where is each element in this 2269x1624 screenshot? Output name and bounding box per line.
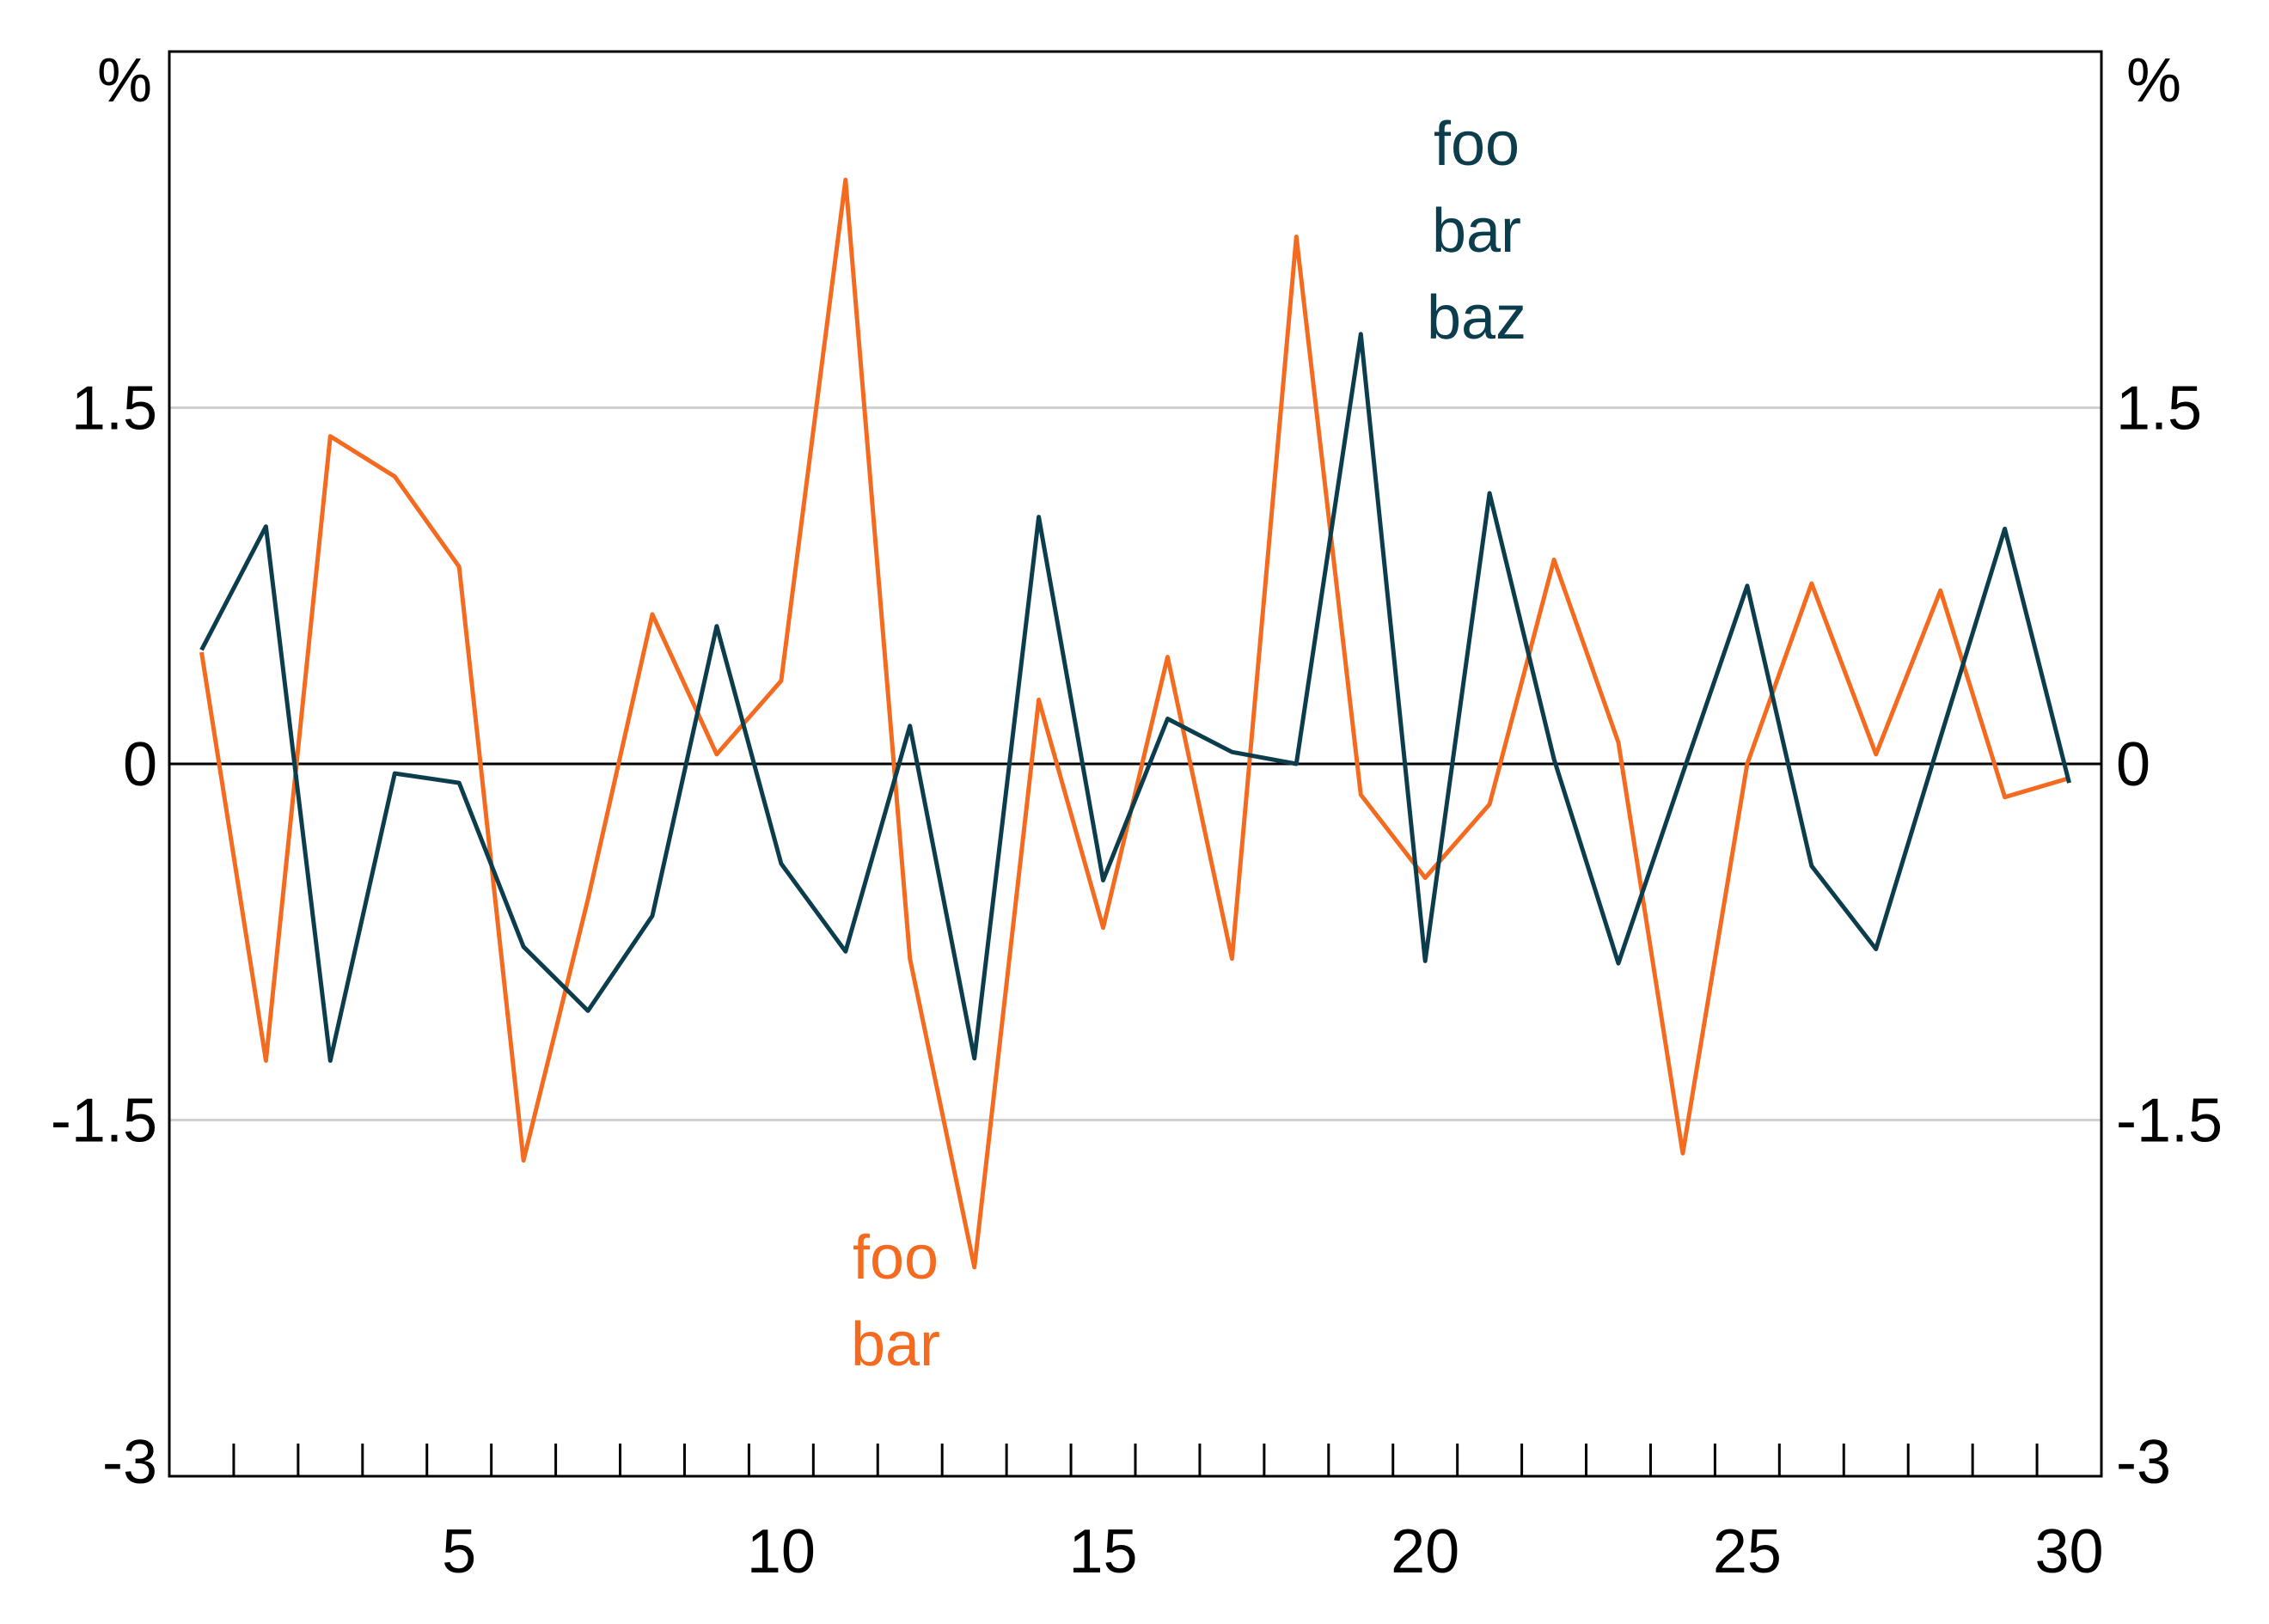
series-label-1-line-2: bar [1432,197,1521,266]
x-tick-label: 10 [747,1517,816,1586]
y-axis-labels: -3 -3 -1.5 -1.5 0 0 1.5 1.5 [51,375,2223,1498]
x-tick-label: 20 [1391,1517,1459,1586]
y-axis-unit-right: % [2126,46,2181,115]
y-tick-label-right: -3 [2116,1428,2171,1497]
x-tick-label: 15 [1068,1517,1137,1586]
series-label-2-line-1: foo [853,1224,939,1292]
series-label-1-line-3: baz [1427,284,1526,352]
y-tick-label-left: -1.5 [51,1087,157,1156]
x-tick-label: 30 [2034,1517,2103,1586]
series-line-1 [199,332,2071,1063]
x-axis-ticks [232,1444,2039,1476]
y-tick-label-left: 0 [123,730,157,799]
y-tick-label-right: 1.5 [2116,375,2202,443]
series-label-2-line-2: bar [851,1310,940,1379]
x-tick-label: 25 [1713,1517,1782,1586]
y-tick-label-left: 1.5 [71,375,157,443]
series-label-1-line-1: foo [1434,110,1520,179]
x-tick-label: 5 [442,1517,476,1586]
series-lines [199,177,2071,1270]
series-line-2 [199,177,2070,1270]
axis-units: % % [97,46,2181,115]
y-axis-unit-left: % [97,46,152,115]
y-tick-label-right: 0 [2116,730,2150,799]
series-labels: foo bar baz foo bar [851,110,1526,1379]
y-tick-label-left: -3 [102,1428,157,1497]
x-axis-labels: 5 10 15 20 25 30 [442,1517,2103,1586]
y-tick-label-right: -1.5 [2116,1087,2223,1156]
gridlines [169,406,2101,1121]
